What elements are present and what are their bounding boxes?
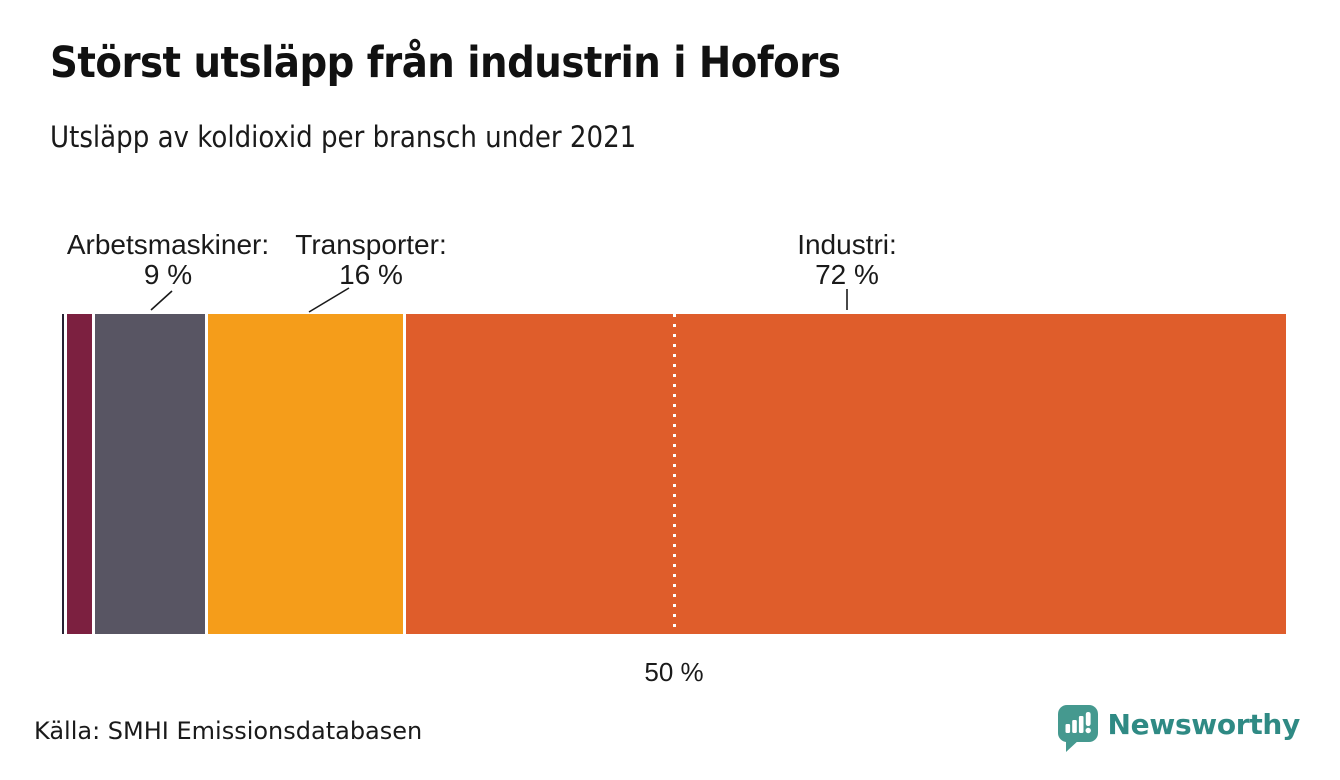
callout-value: 9 % [143, 259, 193, 290]
newsworthy-icon [1057, 705, 1098, 752]
bar-segment-unlabeled-0 [62, 314, 65, 634]
bar-segment-industri [406, 314, 1286, 634]
source-note: Källa: SMHI Emissionsdatabasen [34, 717, 423, 745]
callout-arbetsmaskiner: Arbetsmaskiner: 9 % [67, 230, 269, 290]
callout-value: 16 % [339, 259, 403, 290]
callout-label: Transporter: [295, 229, 447, 260]
callout-label: Industri: [797, 229, 897, 260]
page-title: Störst utsläpp från industrin i Hofors [50, 38, 841, 88]
bar-segment-arbetsmaskiner [94, 314, 205, 634]
bar-segment-unlabeled-1 [67, 314, 92, 634]
page-subtitle: Utsläpp av koldioxid per bransch under 2… [50, 120, 637, 154]
callout-label: Arbetsmaskiner: [66, 229, 270, 260]
brand-name: Newsworthy [1107, 708, 1301, 741]
callout-industri: Industri: 72 % [797, 230, 897, 290]
bar-segment-transporter [207, 314, 404, 634]
fifty-percent-dotted-line [673, 314, 676, 634]
callout-transporter: Transporter: 16 % [295, 230, 446, 290]
fifty-percent-label: 50 % [644, 657, 704, 687]
stacked-bar [62, 314, 1286, 634]
newsworthy-logo: Newsworthy [1057, 704, 1300, 754]
callout-value: 72 % [815, 259, 879, 290]
